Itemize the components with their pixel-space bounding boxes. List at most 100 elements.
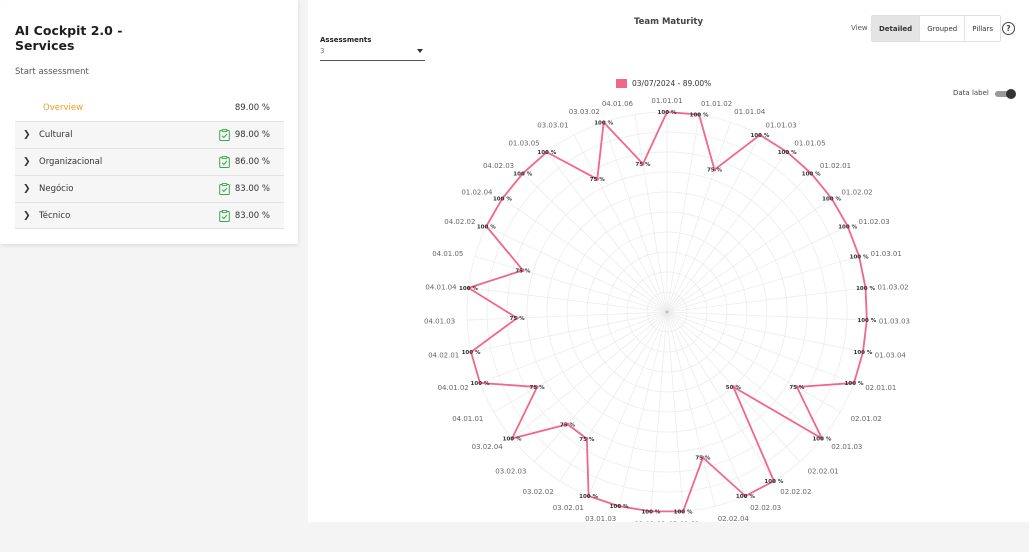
grid-spoke [467,311,668,321]
axis-label: 04.02.01 [428,351,459,359]
grid-spoke [650,311,668,512]
data-point [852,381,856,385]
data-point [515,316,519,320]
data-label: 100 % [641,509,660,515]
legend-swatch [616,79,627,88]
data-point [545,150,549,154]
grid-spoke [468,287,668,313]
pillar-row-organizacional[interactable]: ❯ Organizacional 86.00 % [15,148,284,175]
grid-spoke [559,311,668,482]
grid-spoke [666,114,700,313]
grid-spoke [618,311,668,507]
data-label: 75 % [579,437,595,443]
axis-label: 03.01.02 [634,520,665,522]
grid-spoke [666,311,684,512]
chevron-right-icon[interactable]: ❯ [23,157,31,167]
assessments-label: Assessments [320,36,372,44]
data-label: 100 % [579,494,598,500]
data-point [697,112,701,117]
data-label-text: Data label [953,89,989,97]
axis-label: 04.01.01 [452,415,483,423]
grid-spoke [493,311,668,413]
clipboard-check-icon [219,129,230,141]
axis-label: 03.02.01 [553,504,584,512]
data-label: 100 % [854,350,873,356]
data-point [602,120,606,124]
data-label: 100 % [537,150,556,156]
pillar-row-negocio[interactable]: ❯ Negócio 83.00 % [15,175,284,202]
radar-chart: 100 % 100 % 75 % 100 % 100 % 100 % 100 % 100 % 1… [424,97,910,522]
data-point [466,286,471,290]
data-point [665,110,669,114]
axis-label: 01.03.03 [879,318,910,326]
pillar-value: 86.00 % [234,157,270,167]
grid-spoke [479,311,668,384]
data-label: 100 % [477,224,496,230]
pillar-row-tecnico[interactable]: ❯ Técnico 83.00 % [15,202,284,229]
caret-down-icon [417,49,423,53]
axis-label: 03.02.02 [523,488,554,496]
data-point [565,422,570,426]
pillar-row-cultural[interactable]: ❯ Cultural 98.00 % [15,121,284,148]
axis-label: 03.02.03 [495,468,526,476]
overview-row[interactable]: Overview 89.00 % [15,95,284,121]
data-label: 100 % [674,509,693,515]
data-label: 75 % [560,422,576,428]
grid-spoke [666,311,841,413]
axis-label: 01.01.02 [701,100,732,108]
axis-label: 01.03.01 [871,250,902,258]
data-point [772,479,776,483]
pillar-value: 83.00 % [234,184,270,194]
chart-legend[interactable]: 03/07/2024 - 89.00% [616,79,711,88]
axis-label: 01.01.03 [766,121,797,129]
view-pillars-button[interactable]: Pillars [964,16,1000,41]
pillar-list: ❯ Cultural 98.00 % ❯ Organizacional 86.0… [15,121,284,229]
data-point [510,436,514,441]
start-assessment-link[interactable]: Start assessment [15,67,89,77]
data-point [712,168,717,172]
axis-label: 01.01.05 [794,140,825,148]
axis-label: 01.03.05 [508,140,539,148]
axis-label: 03.01.03 [585,515,616,522]
data-label: 100 % [838,224,857,230]
chevron-right-icon[interactable]: ❯ [23,210,31,221]
data-point [469,350,473,354]
view-grouped-button[interactable]: Grouped [919,16,965,41]
clipboard-check-icon [219,209,230,222]
grid-spoke [486,225,668,313]
series-line [467,111,868,513]
data-point [585,437,589,441]
grid-spoke [666,122,731,313]
grid-spoke [666,151,788,313]
toggle-track [995,91,1015,97]
axis-label: 01.03.02 [877,283,908,291]
data-label: 100 % [736,494,755,500]
grid-spoke [603,122,668,313]
axis-label: 04.01.02 [438,384,469,392]
chevron-right-icon[interactable]: ❯ [23,130,31,140]
data-label: 100 % [503,436,522,442]
chevron-right-icon[interactable]: ❯ [23,184,31,194]
pillar-panel: AI Cockpit 2.0 - Services Start assessme… [0,0,298,244]
assessments-select[interactable]: 3 [320,46,425,61]
data-point [478,381,482,385]
axis-label: 01.02.04 [461,189,493,197]
grid-spoke [666,311,746,497]
axis-label: 03.02.04 [472,443,504,451]
grid-spoke [522,173,668,313]
legend-label: 03/07/2024 - 89.00% [632,79,712,88]
axis-label: 03.01.01 [668,520,699,522]
grid-spoke [474,255,668,313]
grid-spoke [534,311,668,462]
data-point [743,494,747,498]
view-detailed-button[interactable]: Detailed [872,16,920,41]
axis-label: 02.02.03 [750,504,781,512]
axis-label: 02.02.02 [780,488,811,496]
data-label-toggle[interactable] [995,89,1017,99]
grid-spoke [666,225,848,313]
axis-label: 01.03.04 [875,351,907,359]
grid-spoke [666,311,855,384]
help-icon[interactable]: ? [1002,22,1015,35]
data-label: 75 % [707,168,723,174]
data-point [830,196,834,200]
